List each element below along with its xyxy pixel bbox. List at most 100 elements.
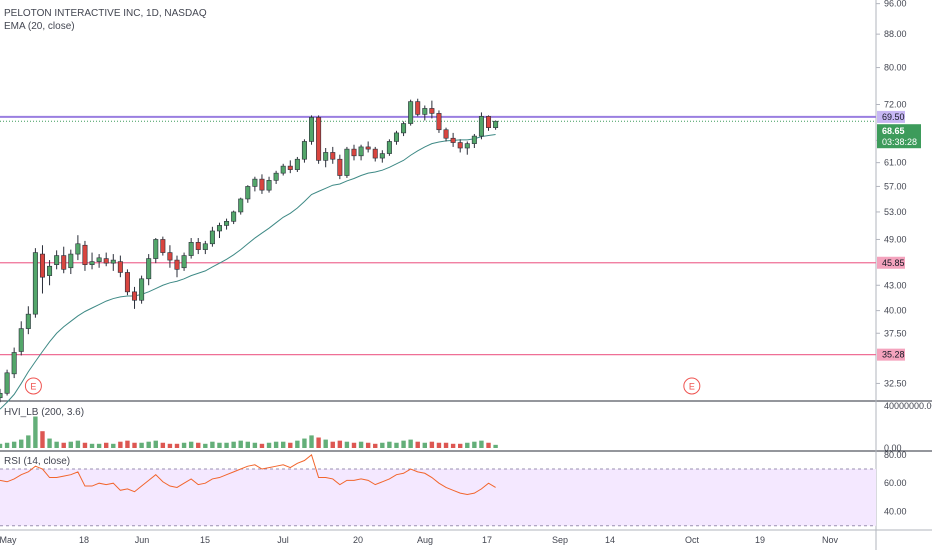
volume-bar bbox=[0, 443, 3, 448]
candle-body bbox=[75, 243, 81, 255]
bar-countdown-label: 03:38:28 bbox=[882, 137, 917, 147]
candle bbox=[195, 238, 201, 255]
earnings-marker-label: E bbox=[30, 382, 36, 392]
rsi-axis-label: 60.00 bbox=[884, 478, 907, 488]
rsi-axis-label: 40.00 bbox=[884, 507, 907, 517]
candle-body bbox=[323, 152, 329, 161]
price-axis-label: 37.50 bbox=[884, 328, 907, 338]
volume-bar bbox=[19, 439, 24, 448]
price-axis-label: 40.00 bbox=[884, 306, 907, 316]
candle-body bbox=[386, 141, 392, 154]
candle bbox=[153, 238, 159, 264]
volume-bar bbox=[188, 441, 194, 448]
price-axis-label: 57.00 bbox=[884, 181, 907, 191]
volume-bar bbox=[231, 441, 236, 448]
candle-body bbox=[245, 186, 251, 200]
candle bbox=[209, 226, 215, 247]
candle-body bbox=[316, 117, 322, 161]
volume-bar bbox=[89, 443, 95, 448]
candle bbox=[174, 255, 180, 278]
volume-bar bbox=[266, 442, 272, 448]
candle-body bbox=[132, 291, 138, 301]
candle bbox=[216, 222, 222, 239]
volume-bar bbox=[493, 444, 498, 448]
candle-body bbox=[224, 221, 230, 226]
volume-bar bbox=[54, 441, 59, 448]
volume-bar bbox=[415, 441, 420, 448]
candle-body bbox=[238, 198, 244, 213]
candle-body bbox=[124, 272, 130, 293]
candle bbox=[89, 252, 95, 270]
candle bbox=[4, 369, 10, 396]
volume-bar bbox=[365, 442, 371, 448]
candle-body bbox=[32, 252, 38, 315]
price-pane bbox=[0, 0, 876, 400]
candle bbox=[330, 146, 336, 164]
time-axis-label: Oct bbox=[685, 535, 700, 545]
volume-bar bbox=[104, 442, 109, 448]
candle bbox=[18, 321, 24, 356]
candle-body bbox=[202, 243, 208, 250]
candle-body bbox=[39, 253, 45, 278]
volume-bar bbox=[465, 442, 470, 448]
candle-body bbox=[82, 244, 88, 265]
candle-body bbox=[0, 392, 3, 399]
volume-bar bbox=[401, 440, 406, 448]
earnings-marker bbox=[683, 377, 701, 395]
volume-bar bbox=[443, 442, 449, 448]
candle-body bbox=[4, 372, 10, 394]
candle-body bbox=[25, 313, 31, 329]
volume-bar bbox=[181, 442, 187, 448]
candle-body bbox=[61, 255, 67, 270]
candle bbox=[167, 245, 173, 268]
time-axis-label: 19 bbox=[755, 535, 765, 545]
level-price-tag bbox=[877, 348, 905, 361]
candle bbox=[344, 146, 350, 178]
candle bbox=[117, 255, 123, 278]
price-axis-label: 96.00 bbox=[884, 0, 907, 9]
candle-body bbox=[167, 252, 173, 261]
candle-body bbox=[450, 137, 456, 143]
candle bbox=[372, 146, 378, 162]
level-price-tag bbox=[877, 110, 905, 123]
volume-bar bbox=[273, 441, 279, 448]
volume-bar bbox=[174, 443, 180, 448]
volume-bar bbox=[196, 442, 201, 448]
volume-bar bbox=[111, 443, 116, 448]
volume-bar bbox=[373, 443, 378, 448]
candle-body bbox=[273, 172, 279, 181]
candle bbox=[124, 269, 130, 296]
candle-body bbox=[54, 255, 60, 265]
candle bbox=[280, 163, 286, 176]
candle-body bbox=[68, 253, 74, 269]
candle-body bbox=[259, 178, 265, 191]
candle bbox=[39, 245, 45, 294]
candle bbox=[486, 115, 492, 131]
time-axis-label: 20 bbox=[353, 535, 363, 545]
candle-body bbox=[309, 117, 315, 142]
candle bbox=[146, 254, 152, 286]
candle-body bbox=[344, 148, 350, 176]
candle-body bbox=[365, 146, 371, 150]
volume-bar bbox=[210, 441, 215, 448]
chart-title: PELOTON INTERACTIVE INC, 1D, NASDAQ bbox=[4, 8, 207, 19]
candle bbox=[415, 98, 421, 117]
candle bbox=[202, 240, 208, 255]
rsi-line bbox=[0, 453, 496, 496]
volume-bar bbox=[316, 437, 321, 448]
candle bbox=[160, 236, 166, 256]
candle-body bbox=[337, 158, 343, 176]
candle bbox=[287, 160, 293, 174]
volume-bar bbox=[40, 431, 45, 448]
candle-body bbox=[301, 141, 307, 160]
candle bbox=[379, 150, 385, 163]
price-axis-label: 72.00 bbox=[884, 100, 907, 110]
volume-bar bbox=[75, 440, 81, 448]
candle-body bbox=[294, 158, 300, 170]
volume-bar bbox=[394, 442, 399, 448]
candle-body bbox=[351, 148, 357, 157]
volume-bar bbox=[153, 440, 158, 448]
volume-bar bbox=[82, 442, 88, 448]
candle-body bbox=[103, 258, 109, 264]
